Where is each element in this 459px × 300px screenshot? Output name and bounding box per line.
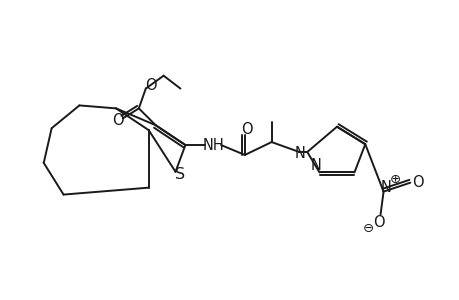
Text: O: O <box>241 122 252 137</box>
Text: O: O <box>372 215 384 230</box>
Text: ⊕: ⊕ <box>389 173 400 186</box>
Text: O: O <box>412 175 423 190</box>
Text: S: S <box>175 167 185 182</box>
Text: N: N <box>309 158 320 173</box>
Text: N: N <box>380 180 391 195</box>
Text: O: O <box>112 113 123 128</box>
Text: ⊖: ⊖ <box>362 222 374 235</box>
Text: O: O <box>145 78 156 93</box>
Text: N: N <box>294 146 305 161</box>
Text: NH: NH <box>202 137 224 152</box>
